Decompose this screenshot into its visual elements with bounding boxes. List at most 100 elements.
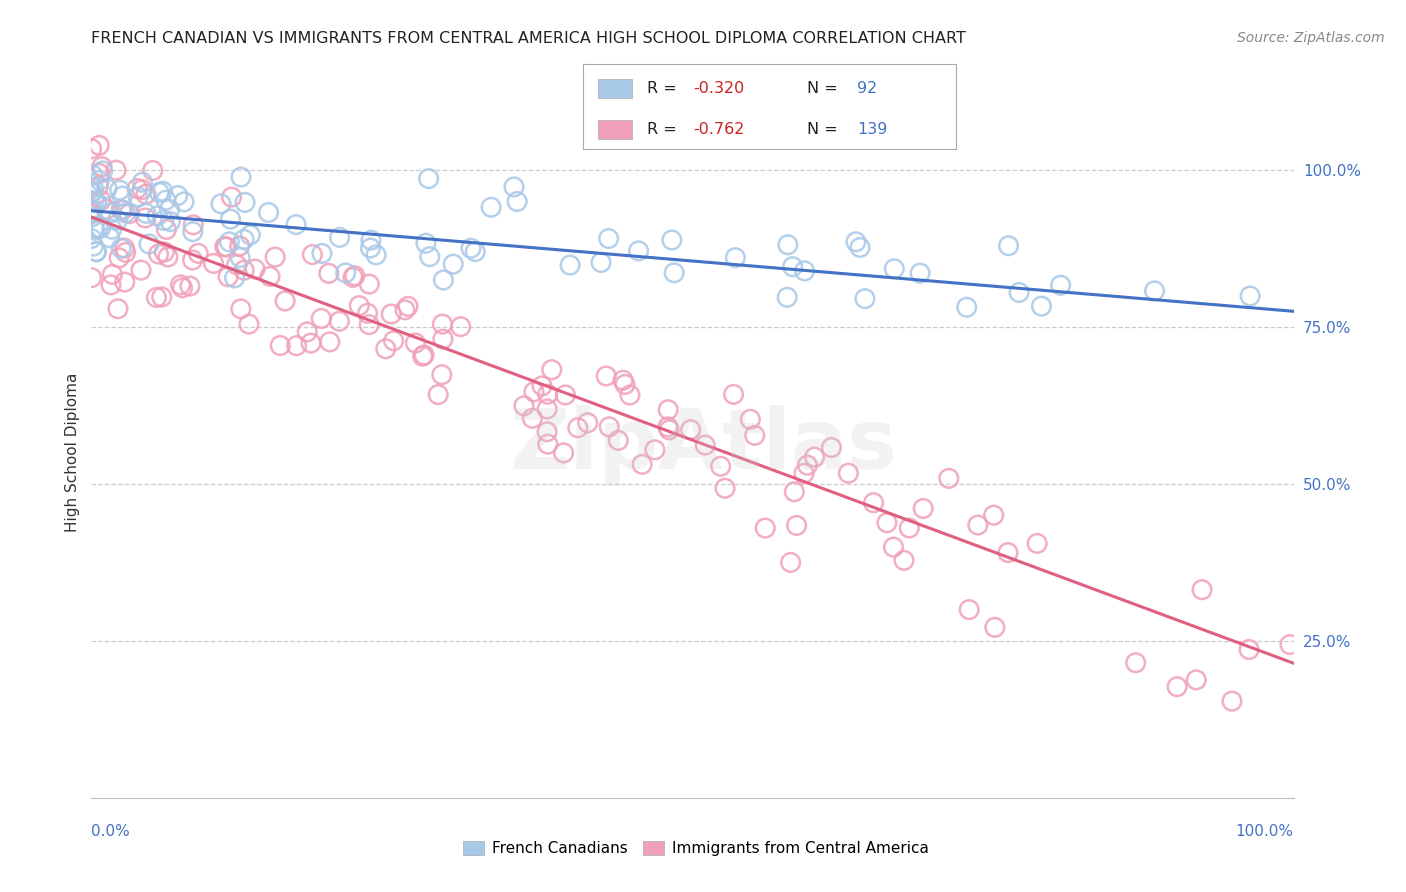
Point (214, 240, 236, 254)
Point (142, 163, 165, 178)
Point (567, 421, 589, 435)
Point (540, 362, 562, 376)
Point (595, 369, 617, 384)
Point (181, 253, 204, 268)
Point (356, 306, 378, 320)
Point (513, 399, 536, 413)
Point (531, 379, 554, 393)
Point (820, 441, 842, 455)
Point (257, 205, 280, 219)
Point (269, 338, 291, 352)
Point (108, 183, 131, 197)
Point (80, 206, 103, 220)
Point (912, 501, 935, 516)
Point (82, 168, 104, 182)
Point (181, 225, 204, 239)
Point (82, 239, 104, 253)
Point (114, 275, 136, 289)
Text: FRENCH CANADIAN VS IMMIGRANTS FROM CENTRAL AMERICA HIGH SCHOOL DIPLOMA CORRELATI: FRENCH CANADIAN VS IMMIGRANTS FROM CENTR… (91, 31, 966, 46)
Point (776, 237, 799, 252)
Point (614, 377, 637, 392)
Point (146, 209, 169, 223)
Point (845, 235, 868, 249)
Point (335, 266, 357, 280)
Point (522, 411, 544, 425)
Point (779, 556, 801, 570)
Point (503, 180, 526, 194)
Point (86, 195, 108, 210)
Point (644, 442, 666, 457)
Point (148, 247, 170, 261)
Point (432, 332, 454, 346)
Point (793, 264, 815, 278)
Text: Source: ZipAtlas.com: Source: ZipAtlas.com (1237, 31, 1385, 45)
Point (83, 223, 105, 237)
Point (100, 206, 122, 220)
FancyBboxPatch shape (599, 79, 631, 98)
Point (153, 245, 176, 260)
Point (108, 251, 131, 265)
Point (89, 138, 111, 153)
Point (169, 277, 191, 292)
Point (100, 277, 122, 292)
Point (359, 241, 381, 255)
Point (215, 240, 238, 254)
Point (460, 241, 482, 255)
Point (359, 277, 381, 291)
Point (202, 256, 225, 270)
Point (837, 466, 859, 480)
Point (173, 194, 195, 209)
Point (233, 263, 256, 277)
Point (657, 402, 679, 417)
Point (1026, 536, 1049, 550)
Point (166, 188, 188, 202)
Point (997, 238, 1019, 252)
Point (695, 438, 717, 452)
Point (1049, 278, 1071, 293)
Point (576, 416, 599, 430)
Point (98, 230, 121, 244)
Point (80, 202, 103, 216)
Text: 139: 139 (858, 121, 887, 136)
Point (419, 250, 441, 264)
Point (537, 437, 560, 451)
Point (80, 270, 103, 285)
Text: -0.762: -0.762 (693, 121, 745, 136)
Point (1185, 673, 1208, 687)
Text: R =: R = (647, 121, 682, 136)
Point (87, 179, 110, 194)
Point (155, 193, 177, 207)
Point (243, 262, 266, 277)
Point (295, 325, 318, 339)
Point (893, 553, 915, 567)
Point (342, 270, 364, 285)
Point (536, 401, 558, 416)
Point (114, 206, 136, 220)
Point (84, 244, 107, 259)
Y-axis label: High School Diploma: High School Diploma (65, 373, 80, 533)
Point (328, 314, 350, 328)
Point (415, 236, 437, 251)
Point (89, 173, 111, 187)
Point (380, 307, 402, 321)
Point (793, 467, 815, 481)
Point (221, 190, 243, 204)
Point (441, 257, 464, 271)
Point (849, 240, 872, 254)
Point (786, 518, 808, 533)
Point (714, 481, 737, 495)
Text: 0.0%: 0.0% (91, 824, 131, 838)
Point (744, 428, 766, 442)
Point (318, 266, 340, 280)
Point (159, 214, 181, 228)
Point (135, 187, 157, 202)
Point (506, 194, 529, 209)
Point (553, 446, 575, 460)
Point (218, 235, 240, 249)
Point (135, 206, 157, 220)
Point (1008, 285, 1031, 300)
Point (782, 260, 804, 274)
Point (1237, 642, 1260, 657)
Point (464, 244, 486, 259)
Point (359, 318, 381, 332)
